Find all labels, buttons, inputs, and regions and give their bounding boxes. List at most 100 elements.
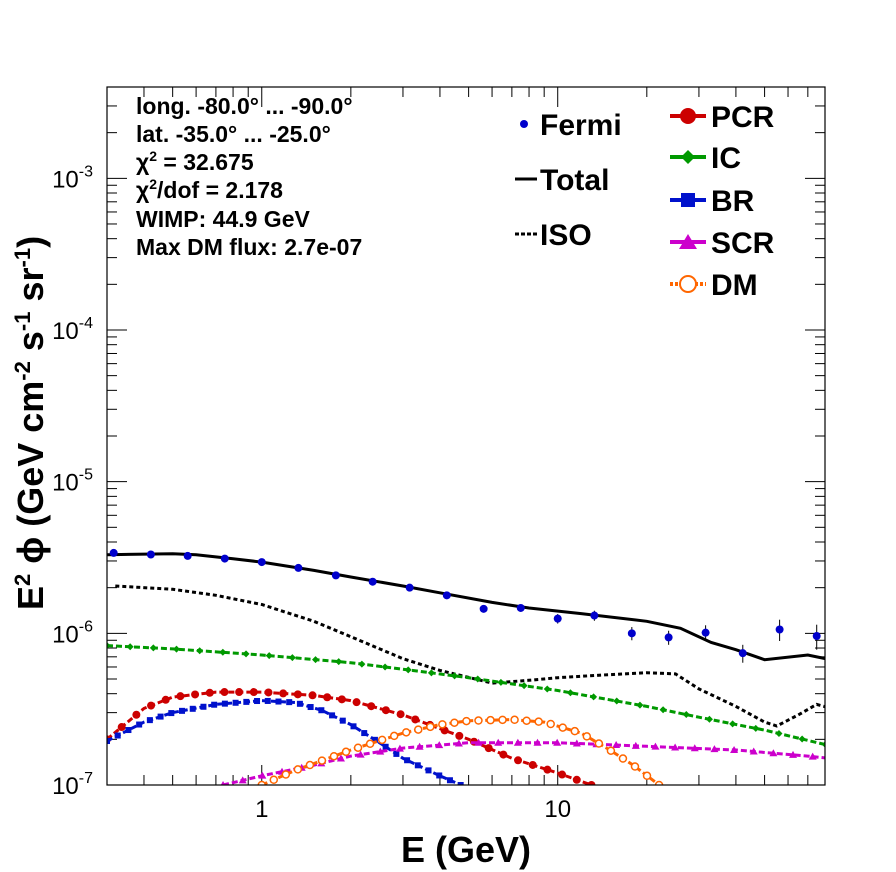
- legend-br-label: BR: [711, 185, 755, 218]
- scr-marker: [415, 742, 424, 750]
- legend-dm-marker: [679, 275, 697, 293]
- fermi-point: [664, 633, 673, 642]
- br-marker: [136, 721, 143, 728]
- dm-marker: [281, 770, 291, 779]
- fermi-points-layer: [109, 548, 821, 663]
- fermi-point: [701, 628, 710, 637]
- scr-marker: [710, 745, 719, 753]
- dm-marker: [558, 723, 567, 732]
- br-marker: [296, 700, 303, 707]
- br-marker: [254, 698, 261, 705]
- pcr-marker: [147, 701, 156, 710]
- y-tick-label: 10-6: [52, 618, 93, 648]
- br-marker: [350, 723, 357, 730]
- br-marker: [168, 710, 175, 717]
- dm-marker: [522, 716, 531, 725]
- dm-marker: [594, 739, 604, 748]
- scr-marker: [513, 738, 522, 746]
- y-tick-label: 10-4: [52, 315, 93, 345]
- scr-marker: [395, 744, 404, 752]
- pcr-marker: [132, 710, 141, 719]
- fermi-point: [220, 554, 229, 563]
- br-marker: [179, 707, 186, 714]
- chi2-superscript: 2: [149, 148, 157, 164]
- scr-marker: [769, 749, 778, 757]
- y-tick-label: 10-7: [52, 770, 93, 800]
- legend-ic-marker: [681, 150, 695, 164]
- legend-right: PCR IC BR SCR DM: [670, 101, 775, 302]
- legend-pcr-marker: [680, 108, 696, 124]
- y-tick-exponent: -7: [79, 770, 93, 787]
- pcr-marker: [279, 689, 288, 698]
- pcr-marker: [572, 775, 581, 784]
- dm-marker: [618, 754, 628, 763]
- fermi-point: [738, 649, 747, 658]
- br-marker: [361, 730, 368, 737]
- scr-marker: [651, 742, 660, 750]
- y-label-sup-s: -1: [10, 312, 35, 332]
- fermi-point: [294, 563, 303, 572]
- legend-ic-label: IC: [711, 142, 741, 175]
- dm-marker: [389, 731, 399, 741]
- dm-marker: [305, 760, 315, 770]
- scr-marker: [868, 759, 876, 766]
- scr-marker: [789, 750, 798, 758]
- scr-marker: [238, 776, 247, 784]
- scr-marker: [572, 739, 581, 747]
- legend-fermi-label: Fermi: [540, 109, 622, 142]
- br-marker: [114, 732, 121, 739]
- pcr-marker: [205, 688, 214, 697]
- longitude-range: long. -80.0° ... -90.0°: [136, 93, 353, 119]
- fermi-point: [368, 577, 377, 586]
- legend-scr-marker: [679, 234, 697, 249]
- scr-marker: [336, 754, 345, 762]
- scr-marker: [808, 752, 817, 760]
- dm-marker: [642, 771, 652, 781]
- y-label-sup-cm: -2: [10, 361, 35, 381]
- scr-marker: [730, 745, 739, 753]
- dm-marker: [426, 722, 435, 732]
- br-marker: [339, 717, 346, 724]
- x-tick-label: 1: [255, 796, 268, 823]
- ic-marker: [427, 669, 435, 677]
- ic-marker: [242, 650, 250, 658]
- ic-marker: [821, 741, 825, 748]
- chi2-number: = 32.675: [157, 149, 254, 175]
- pcr-marker: [264, 688, 273, 697]
- ic-marker: [196, 647, 204, 655]
- ic-marker: [219, 648, 227, 656]
- dm-marker: [486, 715, 495, 725]
- dm-marker: [341, 747, 351, 757]
- ic-marker: [474, 675, 482, 683]
- legend-br-marker: [681, 193, 695, 207]
- dm-marker: [293, 765, 303, 774]
- y-tick-base: 10: [52, 621, 79, 648]
- x-axis-label: E (GeV): [401, 829, 531, 870]
- br-marker: [189, 705, 196, 712]
- pcr-marker: [484, 744, 493, 753]
- ic-marker: [404, 666, 412, 674]
- ic-marker: [613, 697, 621, 705]
- scr-marker: [828, 755, 836, 762]
- br-marker: [243, 698, 250, 705]
- ic-marker: [752, 724, 760, 732]
- y-tick-base: 10: [52, 470, 79, 497]
- pcr-marker: [220, 688, 229, 697]
- dm-marker: [546, 719, 555, 729]
- y-axis-label: E2 ϕ (GeV cm-2 s-1 sr-1): [10, 236, 51, 610]
- y-tick-base: 10: [52, 318, 79, 345]
- y-tick-exponent: -4: [79, 315, 93, 332]
- pcr-marker: [528, 760, 537, 769]
- ic-marker: [682, 711, 690, 719]
- ic-marker: [520, 682, 528, 690]
- y-tick-exponent: -6: [79, 618, 93, 635]
- dm-marker: [438, 720, 447, 729]
- scr-marker: [494, 738, 503, 746]
- y-label-sup-sr: -1: [10, 248, 35, 268]
- ic-marker: [358, 660, 366, 668]
- fermi-point: [812, 632, 821, 641]
- pcr-marker: [337, 695, 346, 704]
- dm-marker: [414, 725, 423, 734]
